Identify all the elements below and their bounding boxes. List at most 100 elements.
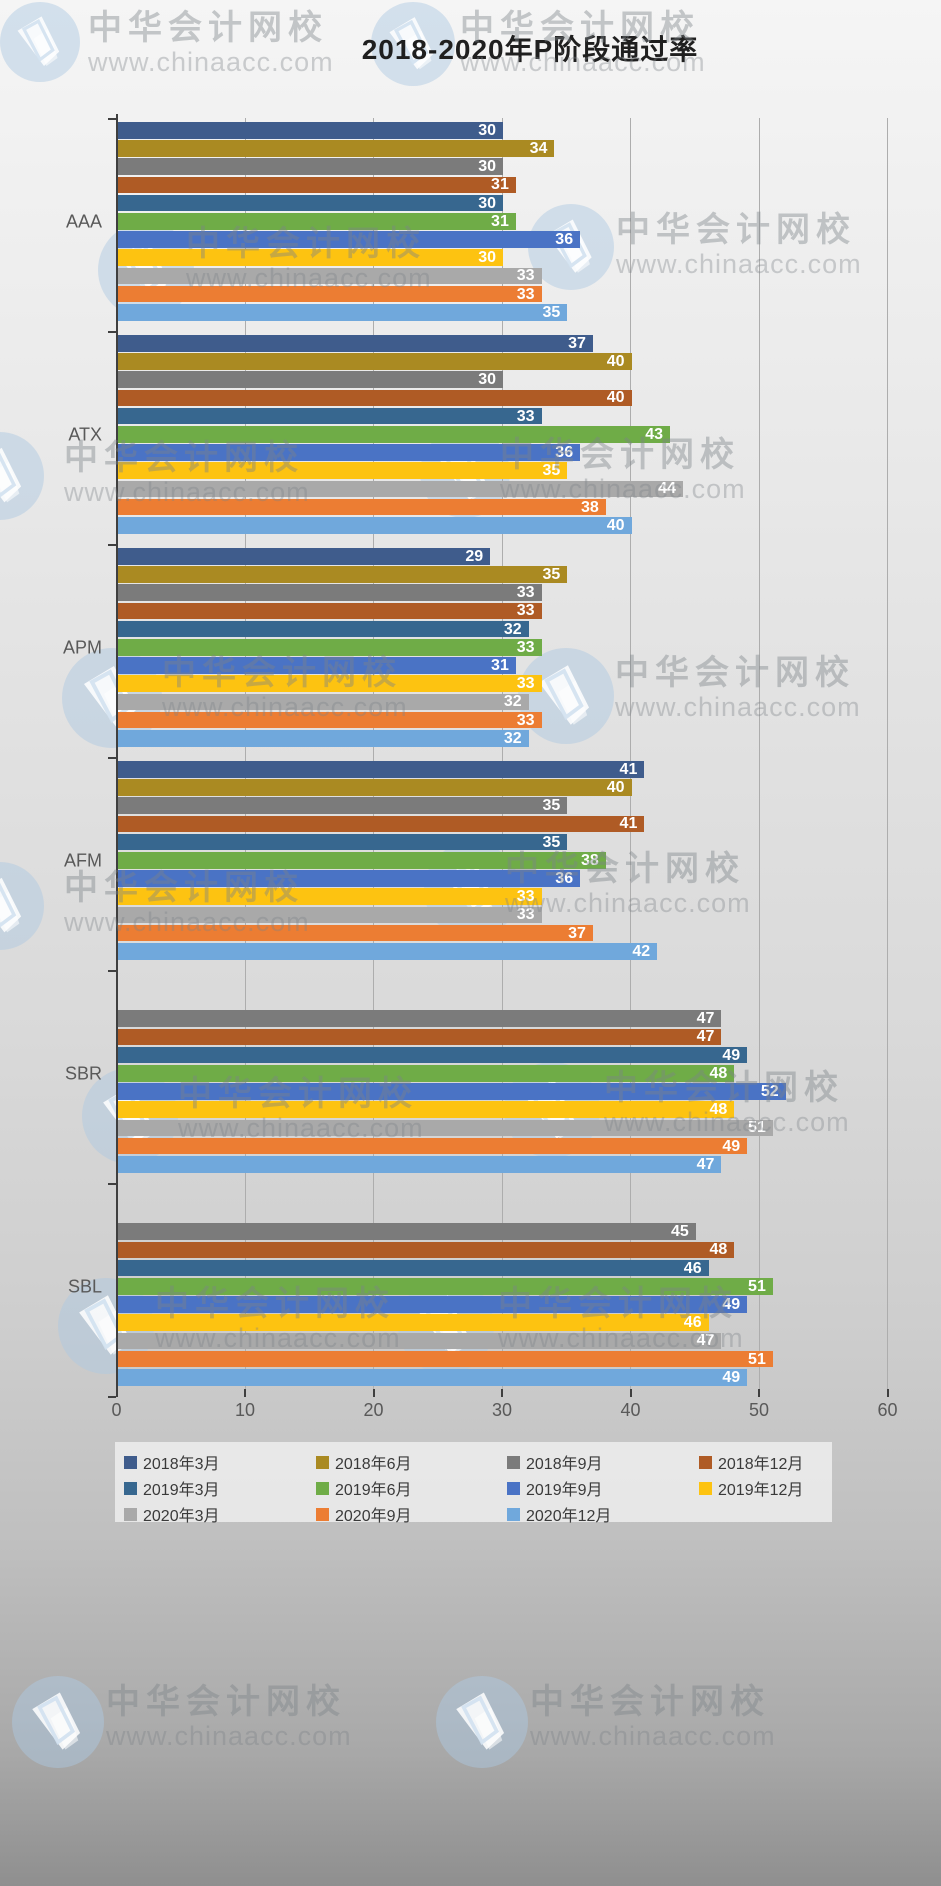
bar (117, 267, 542, 285)
watermark-url: www.chinaacc.com (604, 1107, 850, 1138)
bar (117, 852, 606, 869)
y-axis-tick (107, 331, 116, 333)
bar (117, 943, 658, 960)
bar-value-label: 36 (555, 230, 574, 248)
watermark-text: 中华会计网校 www.chinaacc.com (505, 850, 751, 919)
watermark-url: www.chinaacc.com (616, 249, 862, 280)
gridline (758, 118, 760, 1389)
x-axis-tick (244, 1389, 246, 1397)
bar-value-label: 45 (670, 1223, 689, 1241)
bar-value-label: 30 (478, 158, 496, 176)
x-axis-tick (372, 1389, 375, 1397)
bar-value-label: 35 (542, 462, 561, 480)
y-axis-line (115, 114, 118, 1396)
bar-value-label: 49 (722, 1046, 741, 1064)
bar-value-label: 30 (478, 371, 496, 389)
bar-value-label: 30 (478, 249, 496, 267)
bar-value-label: 40 (606, 352, 625, 370)
bar (117, 815, 645, 833)
bar-value-label: 42 (632, 942, 651, 960)
gridline (630, 118, 631, 1389)
bar-value-label: 31 (491, 176, 509, 194)
legend-label: 2018年3月 (143, 1456, 220, 1473)
watermark-brand: 中华会计网校 (88, 9, 328, 47)
watermark-text: 中华会计网校 www.chinaacc.com (604, 1069, 850, 1138)
bar-value-label: 31 (491, 212, 509, 230)
gridline (501, 118, 503, 1389)
bar (117, 1296, 748, 1313)
bar-value-label: 33 (516, 285, 535, 303)
bar (117, 1369, 748, 1386)
legend-item: 2020年3月 (124, 1502, 220, 1526)
watermark-url: www.chinaacc.com (88, 47, 334, 78)
legend-label: 2019年6月 (335, 1482, 412, 1499)
bar-value-label: 33 (516, 407, 535, 425)
bar (117, 304, 568, 321)
bar (117, 730, 529, 747)
legend-label: 2020年12月 (526, 1508, 612, 1525)
legend-item: 2018年3月 (124, 1450, 220, 1474)
legend-swatch (507, 1455, 520, 1469)
bar (117, 517, 632, 534)
bar (117, 1083, 786, 1100)
bar-value-label: 32 (503, 620, 522, 638)
chinaacc-logo-icon (0, 432, 44, 520)
bar-value-label: 37 (568, 924, 586, 942)
x-axis-tick (501, 1389, 503, 1397)
gridline (887, 118, 888, 1389)
bar (117, 1156, 722, 1173)
y-axis-tick (107, 118, 116, 120)
bar-value-label: 36 (555, 869, 574, 887)
bar (117, 639, 542, 656)
bar (117, 924, 593, 942)
legend-swatch (316, 1481, 329, 1495)
legend-item: 2019年9月 (507, 1476, 603, 1500)
bar-value-label: 51 (748, 1277, 766, 1295)
bar-value-label: 35 (542, 565, 561, 583)
bar (117, 407, 542, 425)
watermark-brand: 中华会计网校 (64, 869, 304, 907)
bar-value-label: 33 (516, 584, 535, 602)
watermark-brand: 中华会计网校 (615, 654, 855, 692)
category-label: APM (62, 637, 102, 658)
bar (117, 1332, 722, 1350)
watermark-url: www.chinaacc.com (186, 263, 432, 294)
watermark-url: www.chinaacc.com (106, 1721, 352, 1752)
chart-title: 2018-2020年P阶段通过率 (361, 34, 699, 65)
chinaacc-logo-icon (0, 2, 80, 82)
bar (117, 602, 542, 620)
bar (117, 1223, 696, 1240)
bar (117, 158, 503, 175)
bar (117, 285, 542, 303)
bar-value-label: 52 (760, 1082, 779, 1100)
y-axis-tick (107, 970, 116, 972)
bar-value-label: 48 (709, 1064, 728, 1082)
bar-value-label: 40 (606, 389, 625, 407)
chinaacc-logo-icon (436, 1676, 528, 1768)
x-axis-tick (886, 1389, 889, 1397)
y-axis-tick (107, 544, 116, 546)
bar-value-label: 40 (606, 516, 625, 534)
bar-value-label: 33 (516, 675, 535, 693)
bar-value-label: 33 (516, 602, 535, 620)
bar-value-label: 41 (619, 760, 638, 778)
legend-item: 2020年9月 (316, 1502, 412, 1526)
category-label: SBL (67, 1276, 102, 1297)
x-axis-label: 10 (234, 1400, 256, 1420)
legend-item: 2019年6月 (316, 1476, 412, 1500)
bar (117, 353, 632, 370)
watermark-brand: 中华会计网校 (604, 1069, 844, 1107)
watermark-brand: 中华会计网校 (106, 1683, 346, 1721)
x-axis-label: 50 (748, 1400, 770, 1420)
watermark-text: 中华会计网校 www.chinaacc.com (186, 225, 432, 294)
bar-value-label: 31 (491, 656, 509, 674)
bar (117, 1278, 773, 1295)
bar (117, 906, 542, 924)
watermark-text: 中华会计网校 www.chinaacc.com (498, 1285, 744, 1354)
legend-item: 2018年6月 (316, 1450, 412, 1474)
x-axis-label: 40 (620, 1400, 641, 1420)
legend-label: 2018年6月 (335, 1456, 412, 1473)
watermark-url: www.chinaacc.com (162, 692, 408, 723)
bar (117, 1028, 722, 1046)
